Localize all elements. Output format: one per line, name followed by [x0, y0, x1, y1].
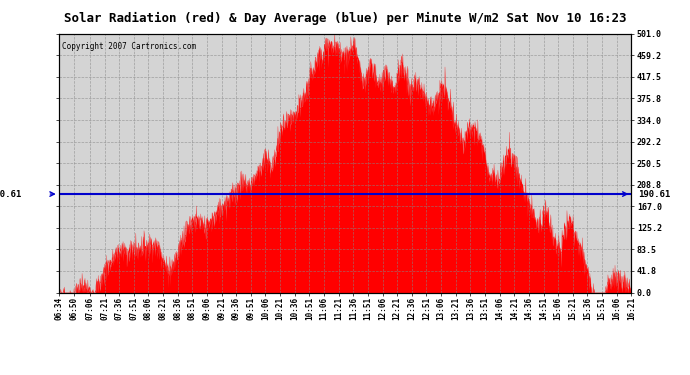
Text: Solar Radiation (red) & Day Average (blue) per Minute W/m2 Sat Nov 10 16:23: Solar Radiation (red) & Day Average (blu…: [63, 12, 627, 25]
Text: 190.61: 190.61: [0, 189, 21, 198]
Text: Copyright 2007 Cartronics.com: Copyright 2007 Cartronics.com: [61, 42, 196, 51]
Text: 190.61: 190.61: [638, 189, 671, 198]
